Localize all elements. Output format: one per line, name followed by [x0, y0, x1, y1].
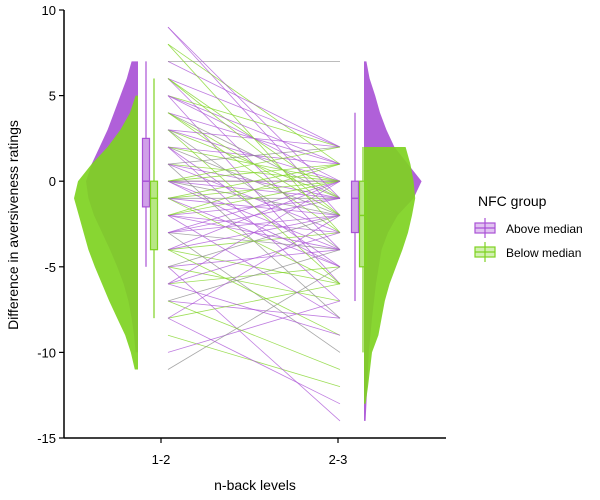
- legend: NFC group Above median Below median: [474, 193, 583, 262]
- paired-line: [167, 317, 341, 405]
- paired-line: [167, 197, 341, 285]
- paired-line: [167, 215, 341, 251]
- paired-line: [167, 129, 341, 285]
- boxplot-below-2-3: [358, 146, 368, 353]
- legend-entry: Below median: [474, 242, 581, 262]
- y-tick-label: 5: [49, 89, 56, 104]
- y-tick-label: 10: [42, 3, 56, 18]
- axes: 10 5 0 -5 -10 -15 1-2 2-3: [37, 3, 446, 467]
- y-tick-label: -5: [44, 260, 56, 275]
- paired-line: [167, 163, 341, 182]
- paired-line: [167, 180, 341, 216]
- paired-line: [167, 300, 341, 353]
- legend-entry: Above median: [474, 218, 583, 238]
- paired-line: [167, 215, 341, 319]
- plot-area: [74, 26, 422, 422]
- legend-label: Below median: [506, 246, 581, 260]
- y-tick-label: 0: [49, 174, 56, 189]
- paired-line: [167, 266, 341, 422]
- boxplot-below-1-2: [149, 78, 159, 319]
- box: [358, 180, 368, 268]
- x-axis-label: n-back levels: [214, 477, 296, 493]
- x-tick-label: 2-3: [329, 452, 348, 467]
- paired-line: [167, 129, 341, 251]
- paired-line: [167, 283, 341, 319]
- paired-line: [167, 43, 341, 233]
- box: [141, 137, 151, 208]
- boxplot-above-2-3: [350, 112, 360, 302]
- box: [149, 180, 159, 251]
- paired-line: [167, 232, 341, 285]
- density-below-2-3: [364, 147, 416, 404]
- paired-line: [167, 300, 341, 370]
- paired-line: [167, 78, 341, 148]
- y-axis-label: Difference in aversiveness ratings: [5, 120, 21, 330]
- paired-line: [167, 266, 341, 370]
- paired-line: [167, 215, 341, 233]
- paired-line: [167, 95, 341, 165]
- legend-label: Above median: [506, 222, 583, 236]
- paired-line: [167, 249, 341, 302]
- x-tick-label: 1-2: [152, 452, 171, 467]
- box: [350, 180, 360, 234]
- legend-title: NFC group: [478, 193, 547, 209]
- paired-line: [167, 146, 341, 165]
- paired-line: [167, 146, 341, 182]
- paired-line: [167, 266, 341, 302]
- paired-line: [167, 78, 341, 216]
- paired-line: [167, 95, 341, 148]
- paired-line: [167, 249, 341, 336]
- density-below-1-2: [74, 95, 138, 370]
- paired-line: [167, 283, 341, 336]
- y-tick-label: -10: [37, 345, 56, 360]
- y-tick-label: -15: [37, 431, 56, 446]
- paired-lines: [167, 26, 341, 422]
- boxplot-above-1-2: [141, 61, 151, 267]
